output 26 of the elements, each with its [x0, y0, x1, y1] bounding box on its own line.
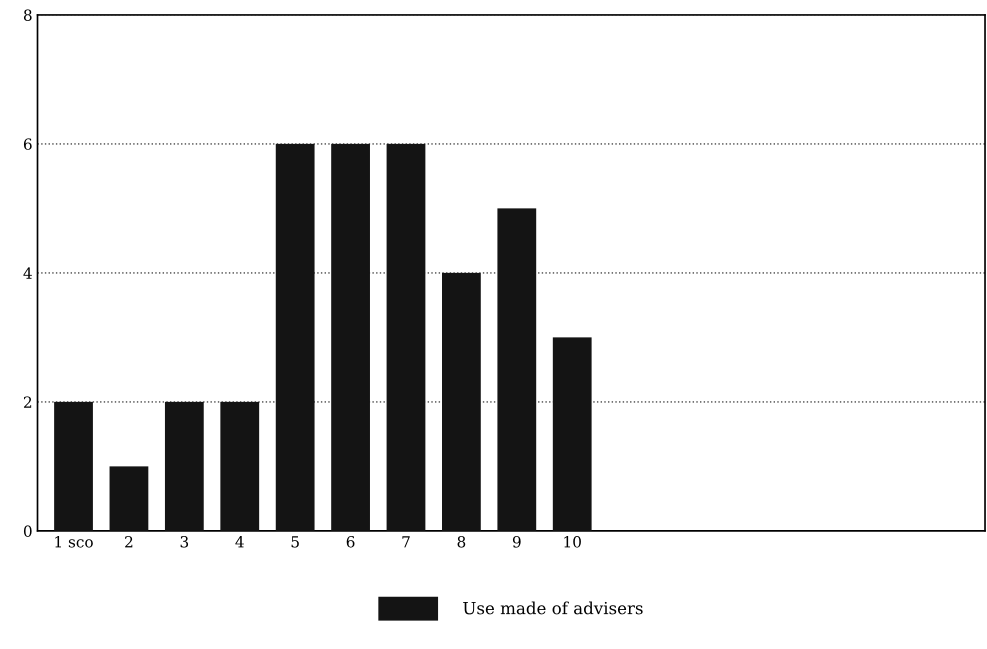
bar	[276, 144, 315, 531]
bar	[164, 402, 204, 531]
bar	[442, 272, 481, 531]
x-tick-label: 8	[458, 536, 466, 548]
x-tick-label: 7	[402, 536, 410, 548]
y-tick-label: 2	[24, 396, 32, 408]
x-tick-label: 10	[564, 536, 581, 548]
x-tick-label: 5	[292, 536, 299, 548]
y-tick-label: 6	[24, 138, 32, 150]
bar	[497, 208, 536, 531]
bar	[386, 144, 426, 531]
bar	[54, 402, 93, 531]
bar	[110, 466, 148, 531]
y-tick-label: 4	[23, 267, 32, 279]
bar	[331, 144, 370, 531]
x-tick-label: 3	[180, 536, 188, 548]
x-tick-label: 1 sco	[55, 536, 93, 548]
x-tick-label: 2	[125, 536, 132, 548]
y-tick-label: 0	[24, 525, 32, 537]
y-tick-label: 8	[24, 9, 32, 21]
x-tick-label: 4	[235, 536, 244, 548]
x-tick-label: 9	[512, 536, 521, 548]
bar	[552, 337, 592, 531]
bar	[220, 402, 260, 531]
legend-label: Use made of advisers	[463, 601, 643, 614]
x-tick-label: 6	[346, 536, 354, 548]
